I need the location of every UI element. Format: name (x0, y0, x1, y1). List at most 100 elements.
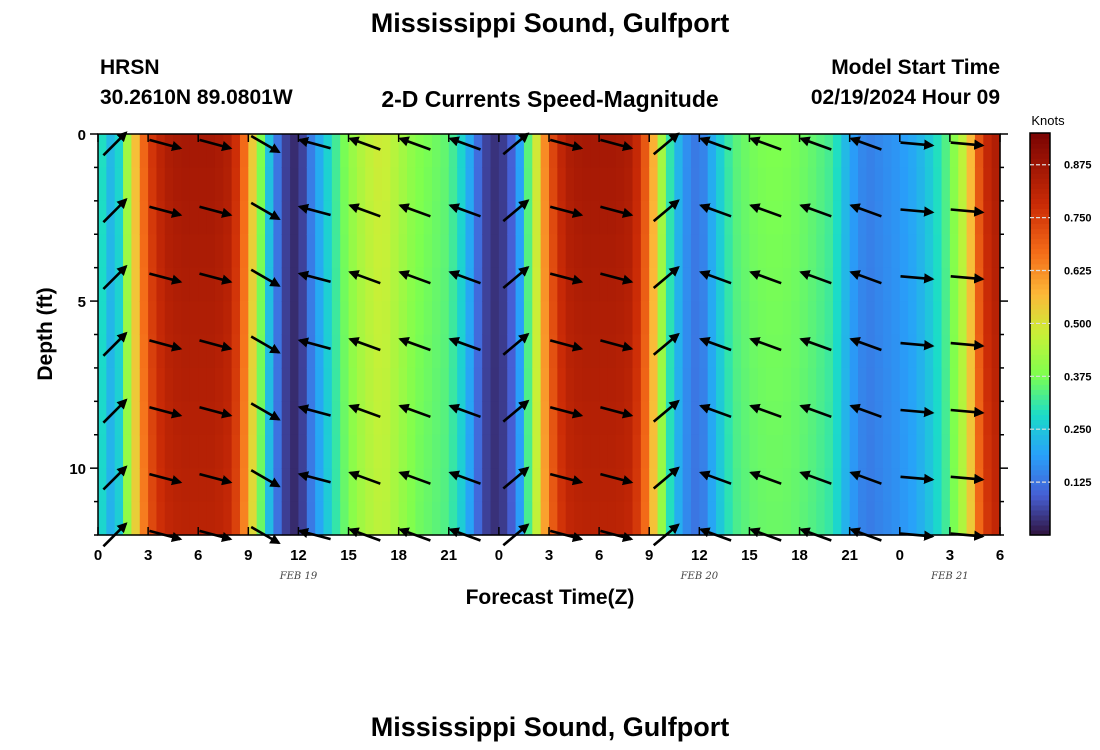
heatmap-cell (632, 334, 642, 369)
heatmap-cell (106, 334, 116, 369)
heatmap-cell (532, 367, 542, 402)
heatmap-cell (599, 167, 609, 202)
heatmap-cell (223, 501, 233, 536)
heatmap-cell (983, 468, 993, 503)
x-tick-label: 3 (144, 547, 152, 564)
heatmap-cell (248, 401, 258, 436)
heatmap-cell (432, 167, 442, 202)
heatmap-cell (791, 501, 801, 536)
colorbar-segment (1030, 449, 1050, 456)
heatmap-cell (858, 200, 867, 235)
heatmap-cell (540, 468, 550, 503)
heatmap-cell (248, 301, 258, 336)
heatmap-cell (632, 367, 642, 402)
heatmap-cell (908, 301, 918, 336)
heatmap-cell (908, 468, 918, 503)
heatmap-cell (540, 501, 550, 536)
heatmap-cell (983, 200, 993, 235)
heatmap-cell (473, 334, 483, 369)
current-arrow (799, 470, 832, 485)
heatmap-cell (423, 267, 433, 302)
heatmap-cell (782, 334, 792, 369)
heatmap-cell (933, 200, 943, 235)
heatmap-cell (398, 434, 408, 469)
heatmap-cell (757, 401, 767, 436)
heatmap-cell (482, 367, 492, 402)
heatmap-cell (716, 234, 725, 269)
heatmap-cell (774, 367, 784, 402)
current-arrow (199, 472, 233, 486)
repeat-page-title: Mississippi Sound, Gulfport (370, 712, 730, 742)
heatmap-cell (574, 301, 584, 336)
heatmap-cell (732, 401, 742, 436)
heatmap-cell (331, 134, 341, 169)
heatmap-cell (774, 200, 784, 235)
heatmap-cell (599, 401, 609, 436)
heatmap-cell (440, 301, 450, 336)
heatmap-cell (173, 434, 183, 469)
heatmap-cell (106, 234, 116, 269)
current-arrow (102, 198, 128, 224)
heatmap-cell (590, 468, 600, 503)
heatmap-cell (832, 334, 842, 369)
current-arrow (950, 339, 985, 351)
heatmap-cell (991, 134, 1001, 169)
heatmap-cell (841, 167, 851, 202)
heatmap-cell (607, 334, 617, 369)
heatmap-cell (766, 134, 776, 169)
heatmap-cell (248, 501, 258, 536)
heatmap-cell (707, 301, 717, 336)
heatmap-cell (181, 401, 191, 436)
heatmap-cell (549, 334, 558, 369)
heatmap-cell (114, 234, 124, 269)
current-arrow (799, 270, 832, 285)
heatmap-cell (148, 434, 158, 469)
heatmap-cell (432, 501, 442, 536)
heatmap-cell (732, 267, 742, 302)
heatmap-cell (774, 167, 784, 202)
heatmap-cell (924, 234, 934, 269)
heatmap-cell (415, 301, 425, 336)
heatmap-cell (365, 468, 375, 503)
heatmap-cell (657, 200, 667, 235)
x-tick-label: 3 (946, 547, 954, 564)
heatmap-cell (139, 468, 149, 503)
heatmap-cell (490, 334, 500, 369)
heatmap-cell (448, 301, 458, 336)
current-arrow (250, 469, 281, 488)
current-arrow (600, 339, 634, 352)
heatmap-cell (640, 468, 650, 503)
heatmap-cell (123, 200, 133, 235)
heatmap-cell (832, 434, 842, 469)
heatmap-cell (323, 267, 333, 302)
heatmap-cell (348, 401, 358, 436)
heatmap-cell (290, 200, 300, 235)
heatmap-cell (807, 434, 817, 469)
heatmap-cell (515, 501, 525, 536)
heatmap-cell (866, 401, 876, 436)
heatmap-cell (340, 301, 350, 336)
heatmap-cell (582, 501, 592, 536)
x-tick-label: 15 (340, 547, 357, 564)
heatmap-cell (632, 134, 642, 169)
x-tick-label: 3 (545, 547, 553, 564)
heatmap-cell (156, 334, 166, 369)
heatmap-cell (106, 468, 116, 503)
heatmap-cell (582, 267, 592, 302)
y-tick-label: 10 (69, 461, 86, 478)
heatmap-cell (239, 501, 249, 536)
heatmap-cell (724, 501, 734, 536)
heatmap-cell (331, 167, 341, 202)
heatmap-cell (331, 301, 341, 336)
current-arrow (297, 404, 331, 417)
colorbar-segment (1030, 193, 1050, 199)
heatmap-cell (164, 501, 174, 536)
heatmap-cell (891, 367, 901, 402)
colorbar-segment (1030, 439, 1050, 446)
heatmap-cell (607, 267, 617, 302)
heatmap-cell (724, 267, 734, 302)
heatmap-cell (490, 401, 500, 436)
heatmap-cell (933, 334, 943, 369)
heatmap-cell (615, 267, 625, 302)
heatmap-cell (114, 134, 124, 169)
